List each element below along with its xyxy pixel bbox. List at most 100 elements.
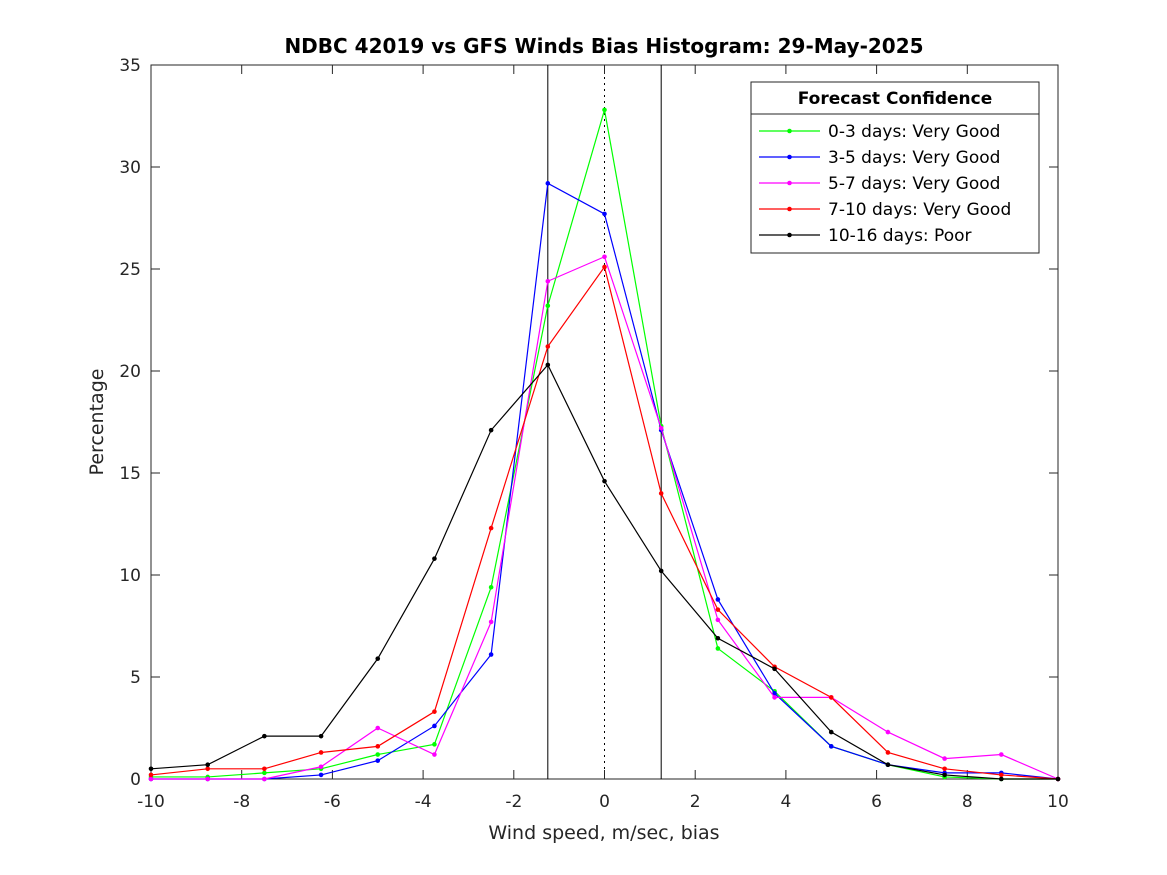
data-point: [999, 776, 1004, 782]
data-point: [942, 766, 947, 772]
data-point: [262, 766, 267, 772]
data-point: [205, 776, 210, 782]
legend-entries: 0-3 days: Very Good 3-5 days: Very Good 5-…: [759, 122, 1011, 246]
data-point: [545, 181, 551, 186]
legend-entry: 10-16 days: Poor: [759, 226, 972, 246]
legend-box: [750, 81, 1040, 254]
data-point: [999, 752, 1004, 757]
legend-marker-sample: [787, 128, 792, 134]
x-tick-label: 8: [962, 792, 973, 812]
data-point: [432, 752, 437, 757]
data-point: [658, 568, 664, 574]
data-point: [658, 425, 664, 431]
data-point: [602, 478, 607, 484]
y-tick-label: 35: [119, 56, 141, 76]
x-tick-label: -10: [137, 792, 165, 812]
series-5-7-days: [148, 254, 1061, 782]
legend-marker-sample: [787, 206, 792, 212]
data-point: [148, 772, 154, 778]
legend-label: 7-10 days: Very Good: [828, 200, 1011, 220]
legend-entry: 5-7 days: Very Good: [759, 174, 1000, 194]
data-point: [488, 427, 494, 433]
data-point: [432, 723, 437, 729]
data-point: [205, 762, 210, 768]
data-point: [488, 652, 494, 657]
legend: Forecast Confidence 0-3 days: Very Good 3…: [750, 81, 1040, 254]
data-point: [262, 776, 267, 782]
data-point: [715, 607, 721, 612]
data-point: [262, 770, 267, 776]
data-point: [715, 617, 721, 623]
data-point: [205, 766, 210, 772]
legend-label: 3-5 days: Very Good: [828, 148, 1000, 168]
data-point: [772, 666, 777, 672]
y-axis-ticks: 0 5 10 15 20 25 30 35: [119, 56, 1058, 790]
legend-entry: 7-10 days: Very Good: [759, 200, 1011, 220]
data-point: [602, 107, 607, 113]
y-tick-label: 30: [119, 158, 141, 178]
data-point: [318, 764, 324, 770]
legend-label: 5-7 days: Very Good: [828, 174, 1000, 194]
y-tick-label: 10: [119, 566, 141, 586]
data-point: [942, 756, 947, 761]
data-point: [545, 278, 551, 284]
data-point: [488, 584, 494, 590]
data-point: [375, 752, 381, 757]
data-point: [999, 772, 1004, 778]
x-tick-label: 2: [690, 792, 701, 812]
data-point: [488, 525, 494, 531]
data-point: [375, 744, 381, 749]
data-point: [148, 766, 154, 772]
data-point: [828, 695, 834, 700]
series-layer: [148, 107, 1061, 782]
data-point: [772, 691, 777, 696]
x-tick-label: 10: [1047, 792, 1069, 812]
data-point: [715, 646, 721, 651]
data-point: [432, 556, 437, 561]
series-10-16-days: [148, 362, 1061, 782]
data-point: [545, 303, 551, 309]
legend-entry: 0-3 days: Very Good: [759, 122, 1000, 142]
data-point: [545, 344, 551, 349]
legend-label: 10-16 days: Poor: [828, 226, 972, 246]
legend-entry: 3-5 days: Very Good: [759, 148, 1000, 168]
data-point: [1055, 776, 1061, 782]
x-tick-label: 6: [871, 792, 882, 812]
y-tick-label: 0: [130, 770, 141, 790]
data-point: [432, 742, 437, 747]
y-tick-label: 25: [119, 260, 141, 280]
legend-marker-sample: [787, 154, 792, 160]
data-point: [602, 254, 607, 260]
legend-title: Forecast Confidence: [798, 89, 993, 109]
legend-marker-sample: [787, 232, 792, 238]
data-point: [658, 491, 664, 496]
x-tick-label: -2: [505, 792, 522, 812]
data-point: [318, 772, 324, 778]
chart-title: NDBC 42019 vs GFS Winds Bias Histogram: …: [284, 34, 923, 58]
data-point: [828, 744, 834, 749]
legend-marker-sample: [787, 180, 792, 186]
data-point: [715, 597, 721, 602]
x-axis-label: Wind speed, m/sec, bias: [488, 822, 719, 844]
data-point: [828, 729, 834, 735]
data-point: [318, 750, 324, 755]
data-point: [375, 725, 381, 731]
data-point: [545, 362, 551, 368]
data-point: [885, 750, 891, 755]
data-point: [318, 733, 324, 739]
x-tick-label: -4: [415, 792, 432, 812]
x-tick-label: -8: [233, 792, 250, 812]
x-axis-ticks: -10 -8 -6 -4 -2 0 2 4 6 8 10: [137, 65, 1069, 812]
legend-label: 0-3 days: Very Good: [828, 122, 1000, 142]
x-tick-label: 0: [599, 792, 610, 812]
data-point: [432, 709, 437, 714]
data-point: [375, 758, 381, 763]
data-point: [715, 635, 721, 641]
data-point: [885, 729, 891, 735]
y-axis-label: Percentage: [86, 369, 108, 476]
data-point: [942, 772, 947, 778]
data-point: [885, 762, 891, 768]
y-tick-label: 5: [130, 668, 141, 688]
data-point: [148, 776, 154, 782]
